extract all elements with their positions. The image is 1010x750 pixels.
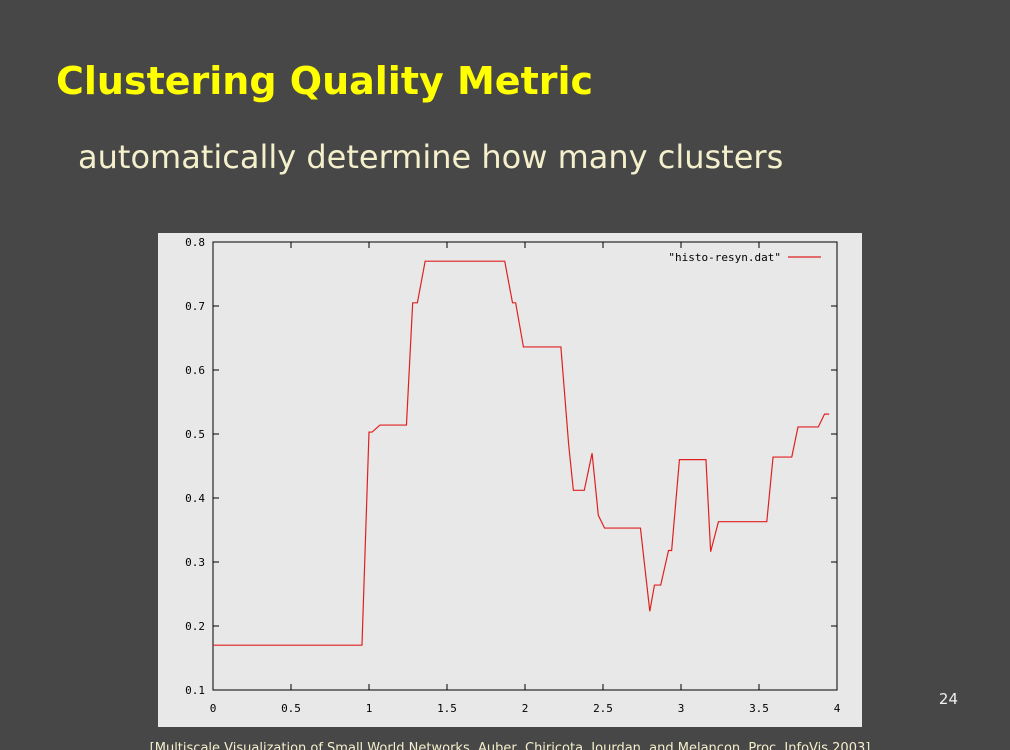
y-tick-label: 0.1 [185,684,205,697]
y-tick-label: 0.2 [185,620,205,633]
x-tick-label: 2 [522,702,529,715]
y-tick-label: 0.6 [185,364,205,377]
x-tick-label: 1 [366,702,373,715]
x-tick-label: 3.5 [749,702,769,715]
legend-label: "histo-resyn.dat" [668,251,781,264]
y-tick-label: 0.3 [185,556,205,569]
slide-subtitle: automatically determine how many cluster… [78,138,783,176]
data-line [213,260,830,646]
x-tick-label: 4 [834,702,841,715]
x-tick-label: 1.5 [437,702,457,715]
y-tick-label: 0.5 [185,428,205,441]
x-tick-label: 0.5 [281,702,301,715]
x-tick-label: 3 [678,702,685,715]
slide-title: Clustering Quality Metric [56,59,593,103]
x-tick-label: 0 [210,702,217,715]
y-tick-label: 0.7 [185,300,205,313]
y-tick-label: 0.4 [185,492,205,505]
page-number: 24 [939,690,958,708]
chart-background [158,233,862,727]
x-tick-label: 2.5 [593,702,613,715]
citation: [Multiscale Visualization of Small World… [150,741,871,750]
y-tick-label: 0.8 [185,236,205,249]
